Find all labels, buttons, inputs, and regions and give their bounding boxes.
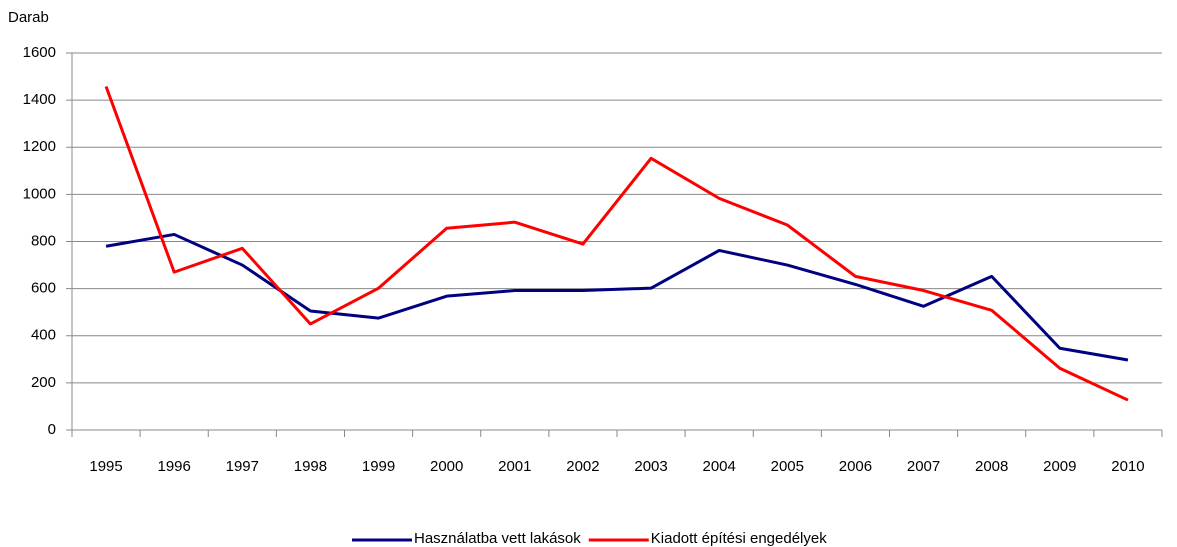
y-tick-label: 600 [31, 280, 56, 297]
y-tick-label: 800 [31, 232, 56, 249]
y-tick-label: 0 [48, 421, 56, 438]
y-tick-label: 1400 [23, 91, 56, 108]
line-series [105, 232, 1129, 362]
y-tick-label: 1000 [23, 185, 56, 202]
x-tick-label: 2008 [975, 458, 1008, 475]
x-tick-label: 2005 [771, 458, 804, 475]
y-tick-label: 200 [31, 374, 56, 391]
y-tick-label: 1200 [23, 138, 56, 155]
x-tick-label: 2009 [1043, 458, 1076, 475]
x-tick-label: 2006 [839, 458, 872, 475]
x-tick-label: 1999 [362, 458, 395, 475]
x-tick-label: 2004 [703, 458, 736, 475]
line-series [104, 85, 1129, 402]
x-tick-label: 1997 [226, 458, 259, 475]
y-tick-label: 1600 [23, 44, 56, 61]
x-tick-label: 2000 [430, 458, 463, 475]
x-tick-label: 2003 [634, 458, 667, 475]
y-axis-label: Darab [8, 9, 49, 26]
x-tick-label: 2010 [1111, 458, 1144, 475]
x-tick-label: 2002 [566, 458, 599, 475]
x-tick-label: 1995 [89, 458, 122, 475]
x-tick-label: 1996 [158, 458, 191, 475]
x-tick-label: 2001 [498, 458, 531, 475]
legend-label: Kiadott építési engedélyek [651, 530, 827, 547]
legend-label: Használatba vett lakások [414, 530, 581, 547]
x-tick-label: 2007 [907, 458, 940, 475]
x-tick-label: 1998 [294, 458, 327, 475]
y-tick-label: 400 [31, 327, 56, 344]
